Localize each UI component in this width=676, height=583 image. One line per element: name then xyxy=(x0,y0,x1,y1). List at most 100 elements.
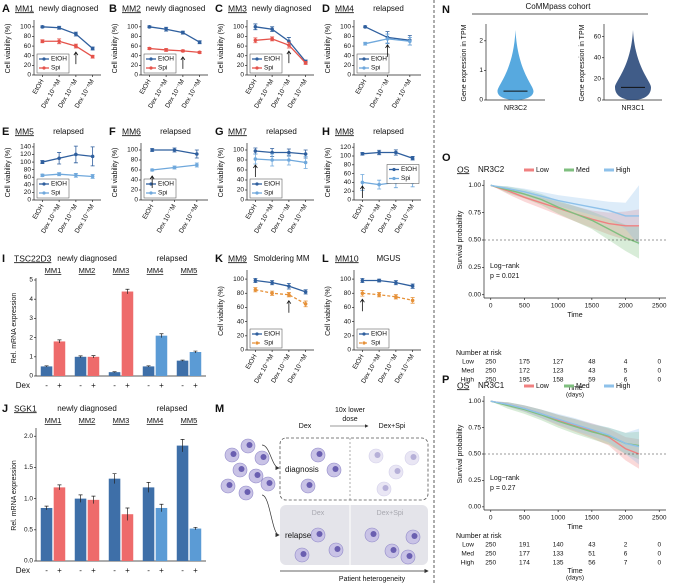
chart-title: CoMMpass cohort xyxy=(526,2,592,11)
y-tick-label: 5 xyxy=(29,277,33,284)
risk-value: 0 xyxy=(657,551,661,558)
risk-x-unit: (days) xyxy=(566,575,584,582)
y-tick-label: 100 xyxy=(127,24,138,31)
point xyxy=(410,284,415,288)
category-label: MM2 xyxy=(79,416,96,425)
cell xyxy=(376,481,392,497)
nucleus xyxy=(244,489,251,495)
cell xyxy=(368,448,384,464)
y-tick-label: 1 xyxy=(479,67,483,74)
y-tick-label: 40 xyxy=(131,177,139,184)
risk-value: 135 xyxy=(553,560,564,567)
point xyxy=(40,25,45,29)
y-tick-label: 0 xyxy=(479,97,483,104)
legend-label: EtOH xyxy=(401,166,417,173)
dex-level: - xyxy=(147,381,150,390)
legend-label: EtOH xyxy=(51,181,67,188)
legend-label: EtOH xyxy=(264,181,280,188)
point xyxy=(360,278,365,283)
legend-marker xyxy=(255,182,259,186)
y-tick-label: 20 xyxy=(131,187,139,194)
point xyxy=(360,152,365,156)
y-tick-label: 1.0 xyxy=(24,495,33,502)
error-bar xyxy=(78,355,83,358)
y-tick-label: 60 xyxy=(237,43,245,50)
point xyxy=(410,298,415,303)
nucleus xyxy=(332,466,339,472)
y-tick-label: 80 xyxy=(24,166,32,173)
x-label: Dex xyxy=(16,566,30,575)
y-tick-label: 60 xyxy=(237,167,245,174)
point xyxy=(270,150,274,155)
error-bar xyxy=(57,339,62,343)
panel-letter: J xyxy=(2,403,8,415)
legend-marker xyxy=(362,341,366,345)
arrow xyxy=(180,56,186,69)
survival-curve xyxy=(490,184,640,217)
point xyxy=(253,38,258,43)
nucleus xyxy=(306,482,313,488)
nucleus xyxy=(410,454,417,460)
bar xyxy=(87,499,100,561)
endpoint-title: OS xyxy=(457,164,470,174)
point xyxy=(303,61,308,65)
point xyxy=(74,44,78,48)
annotation: p = 0.021 xyxy=(490,273,519,280)
y-axis-label: Survival probability xyxy=(457,210,464,269)
risk-row-label: Med xyxy=(461,368,474,375)
point xyxy=(74,32,78,36)
point xyxy=(303,290,308,294)
y-tick-label: 80 xyxy=(237,290,245,297)
legend-label: Spi xyxy=(401,175,410,182)
nucleus xyxy=(238,466,245,472)
point xyxy=(253,157,258,161)
legend-label: Med xyxy=(576,167,590,174)
point xyxy=(394,280,398,285)
point xyxy=(74,173,78,178)
y-tick-label: 80 xyxy=(24,33,32,40)
panel-letter: N xyxy=(442,4,450,16)
x-tick-label: EtOH xyxy=(139,78,153,96)
dex-level: + xyxy=(125,381,130,390)
legend-label: EtOH xyxy=(371,56,387,63)
x-tick-label: 2000 xyxy=(618,515,633,522)
y-tick-label: 60 xyxy=(131,167,139,174)
risk-value: 123 xyxy=(553,368,564,375)
group-title: newly diagnosed xyxy=(57,254,117,263)
y-axis-label: Cell viability (%) xyxy=(218,148,225,198)
y-tick-label: 80 xyxy=(344,290,352,297)
bar xyxy=(155,507,168,561)
risk-row-label: Low xyxy=(462,542,474,549)
risk-row-label: Low xyxy=(462,359,474,366)
x-tick-label: Dex 10⁻⁶M xyxy=(391,78,413,109)
risk-value: 0 xyxy=(657,542,661,549)
risk-value: 0 xyxy=(657,368,661,375)
cell-line-label: MM6 xyxy=(122,126,141,136)
point xyxy=(164,48,168,52)
y-axis-label: Survival probability xyxy=(457,424,464,483)
y-tick-label: 40 xyxy=(344,179,352,186)
risk-value: 133 xyxy=(553,551,564,558)
panel-letter: C xyxy=(215,3,223,15)
group-title: relapsed xyxy=(157,254,188,263)
risk-row-label: High xyxy=(461,560,475,567)
risk-value: 43 xyxy=(588,542,596,549)
y-tick-label: 100 xyxy=(233,147,244,154)
y-tick-label: 0 xyxy=(240,197,244,204)
legend-marker xyxy=(42,191,46,195)
series-line xyxy=(362,151,413,159)
series-line xyxy=(255,289,306,305)
point xyxy=(303,302,308,306)
legend-label: Low xyxy=(536,167,550,174)
x-tick-label: 2000 xyxy=(618,303,633,310)
endpoint-title: OS xyxy=(457,380,470,390)
x-tick-label: Dex 10⁻⁶M xyxy=(178,203,200,234)
y-tick-label: 0.00 xyxy=(468,291,481,298)
violin xyxy=(615,30,651,100)
category-label: MM3 xyxy=(113,266,130,275)
point xyxy=(253,149,258,153)
arrow xyxy=(385,44,390,57)
point xyxy=(363,25,367,29)
x-axis-label: Time xyxy=(567,312,582,319)
dex-level: + xyxy=(159,381,164,390)
